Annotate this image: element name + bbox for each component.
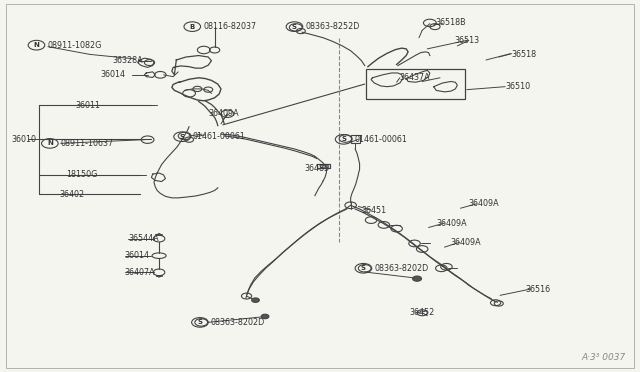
Circle shape (252, 298, 259, 302)
Text: N: N (47, 140, 53, 146)
Text: 36409A: 36409A (451, 238, 481, 247)
Text: 36409A: 36409A (436, 219, 467, 228)
Circle shape (261, 314, 269, 319)
Bar (366, 68, 465, 99)
Text: 36544A: 36544A (129, 234, 159, 243)
Text: S: S (341, 136, 346, 142)
Text: 08363-8252D: 08363-8252D (305, 22, 360, 31)
Text: 36485: 36485 (305, 164, 330, 173)
Text: 36437A: 36437A (400, 73, 431, 82)
Text: 36518: 36518 (511, 50, 537, 59)
Text: 36328A: 36328A (113, 56, 143, 65)
Text: 36407A: 36407A (124, 268, 155, 277)
Text: 36014: 36014 (100, 70, 125, 79)
Text: 36452: 36452 (410, 308, 435, 317)
Text: S: S (292, 24, 297, 30)
Text: 36011: 36011 (76, 101, 100, 110)
Text: 36014: 36014 (124, 251, 149, 260)
Text: A·3³ 0037: A·3³ 0037 (581, 353, 625, 362)
Text: S: S (361, 265, 366, 271)
Text: S: S (198, 320, 202, 326)
Text: 08911-10637: 08911-10637 (61, 139, 114, 148)
Text: 36451: 36451 (362, 206, 387, 215)
Text: B: B (189, 24, 195, 30)
Text: 36518B: 36518B (435, 19, 465, 28)
Text: 36513: 36513 (454, 36, 479, 45)
Text: 36409A: 36409A (208, 109, 239, 118)
Text: 08116-82037: 08116-82037 (203, 22, 256, 31)
Bar (317, 164, 330, 168)
Circle shape (413, 276, 422, 281)
Text: 01461-00061: 01461-00061 (355, 135, 408, 144)
Text: S: S (180, 134, 184, 140)
Text: 36409A: 36409A (468, 199, 499, 208)
Text: 36516: 36516 (525, 285, 551, 294)
Text: 18150G: 18150G (67, 170, 98, 179)
Bar (351, 135, 360, 142)
Text: 36510: 36510 (505, 82, 531, 91)
Text: 08363-8202D: 08363-8202D (211, 318, 265, 327)
Bar (320, 164, 328, 167)
Text: 08363-8202D: 08363-8202D (374, 264, 429, 273)
Text: 01461-00061: 01461-00061 (193, 132, 246, 141)
Text: 36402: 36402 (60, 190, 84, 199)
Text: N: N (33, 42, 40, 48)
Text: 08911-1082G: 08911-1082G (47, 41, 102, 50)
Text: 36010: 36010 (12, 135, 36, 144)
